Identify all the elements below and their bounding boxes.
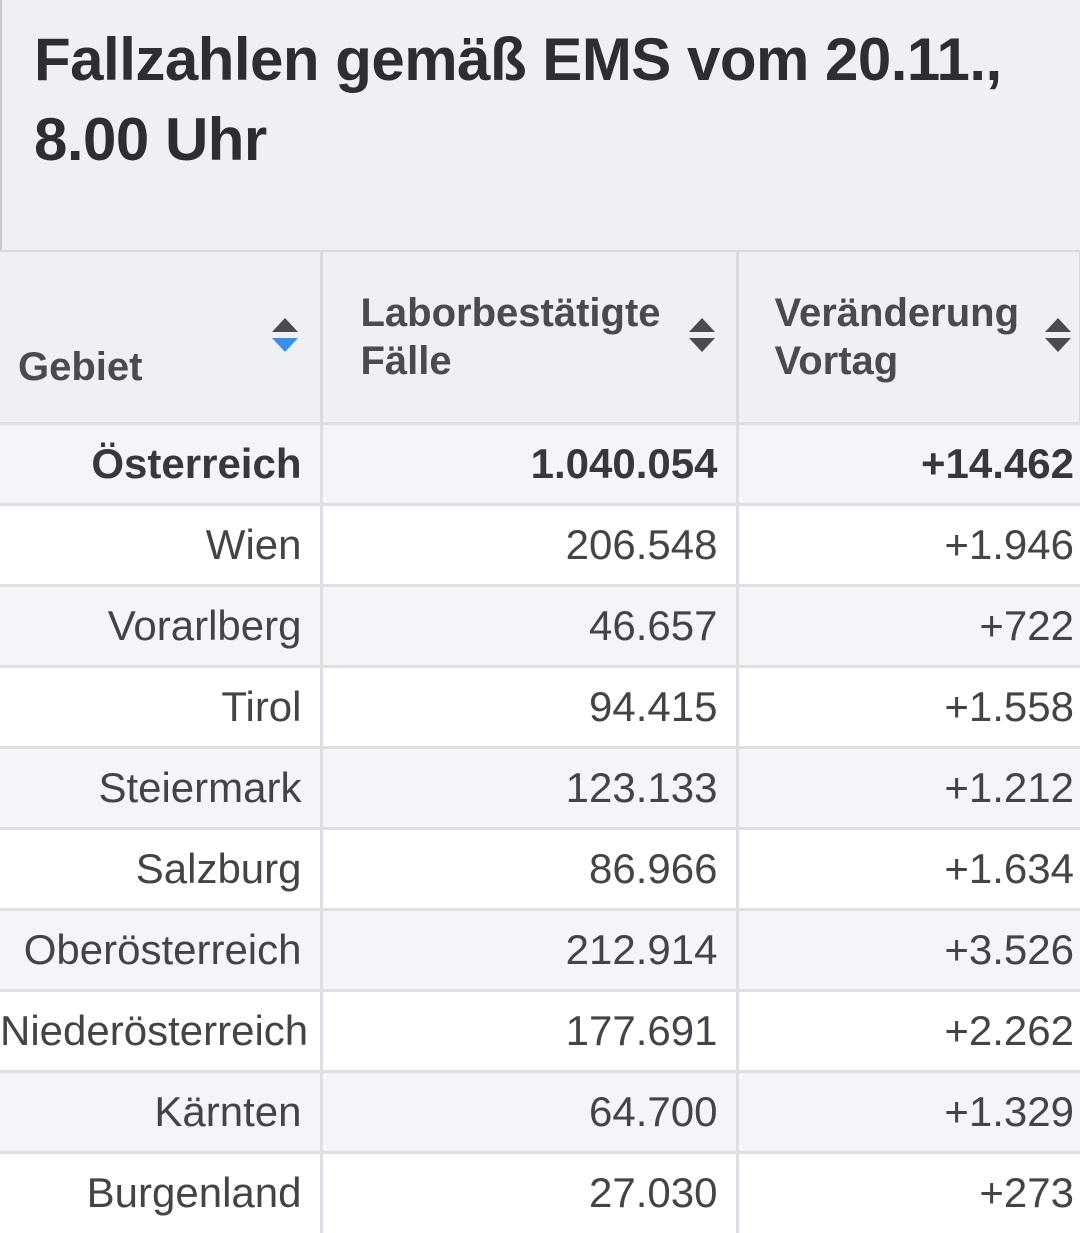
change-cell: +1.329	[737, 1069, 1080, 1152]
column-header-cases[interactable]: Laborbestätigte Fälle	[321, 250, 739, 423]
cases-cell: 46.657	[321, 583, 739, 666]
region-cell: Salzburg	[0, 826, 323, 909]
table-row: Oberösterreich 212.914 +3.526	[0, 907, 1080, 990]
table-row: Niederösterreich 177.691 +2.262	[0, 988, 1080, 1071]
region-cell: Österreich	[0, 421, 323, 504]
sort-icon[interactable]	[1043, 316, 1073, 356]
region-cell: Oberösterreich	[0, 907, 323, 990]
sort-icon[interactable]	[687, 316, 717, 356]
title-panel: Fallzahlen gemäß EMS vom 20.11., 8.00 Uh…	[0, 0, 1080, 250]
column-header-gebiet[interactable]: Gebiet	[0, 250, 323, 423]
column-header-label: Veränderung Vortag	[774, 290, 1020, 383]
cases-cell: 94.415	[321, 664, 739, 747]
column-header-label: Gebiet	[18, 344, 143, 389]
region-cell: Burgenland	[0, 1150, 323, 1233]
column-header-label: Laborbestätigte Fälle	[360, 290, 661, 383]
table-row: Salzburg 86.966 +1.634	[0, 826, 1080, 909]
region-cell: Kärnten	[0, 1069, 323, 1152]
table-row: Wien 206.548 +1.946	[0, 502, 1080, 585]
table-row-total: Österreich 1.040.054 +14.462	[0, 421, 1080, 504]
cases-cell: 177.691	[321, 988, 739, 1071]
change-cell: +1.634	[737, 826, 1080, 909]
cases-cell: 1.040.054	[321, 421, 739, 504]
table-row: Tirol 94.415 +1.558	[0, 664, 1080, 747]
region-cell: Steiermark	[0, 745, 323, 828]
cases-cell: 206.548	[321, 502, 739, 585]
cases-cell: 27.030	[321, 1150, 739, 1233]
change-cell: +2.262	[737, 988, 1080, 1071]
table-row: Vorarlberg 46.657 +722	[0, 583, 1080, 666]
table-row: Kärnten 64.700 +1.329	[0, 1069, 1080, 1152]
change-cell: +14.462	[737, 421, 1080, 504]
region-cell: Niederösterreich	[0, 988, 323, 1071]
change-cell: +1.212	[737, 745, 1080, 828]
table-row: Steiermark 123.133 +1.212	[0, 745, 1080, 828]
table-row: Burgenland 27.030 +273	[0, 1150, 1080, 1233]
change-cell: +1.946	[737, 502, 1080, 585]
change-cell: +1.558	[737, 664, 1080, 747]
sort-active-down-icon[interactable]	[270, 316, 300, 356]
region-cell: Tirol	[0, 664, 323, 747]
cases-cell: 64.700	[321, 1069, 739, 1152]
cases-cell: 123.133	[321, 745, 739, 828]
cases-cell: 212.914	[321, 907, 739, 990]
change-cell: +722	[737, 583, 1080, 666]
change-cell: +3.526	[737, 907, 1080, 990]
cases-cell: 86.966	[321, 826, 739, 909]
region-cell: Wien	[0, 502, 323, 585]
change-cell: +273	[737, 1150, 1080, 1233]
page-title: Fallzahlen gemäß EMS vom 20.11., 8.00 Uh…	[34, 26, 1002, 173]
column-header-change[interactable]: Veränderung Vortag	[737, 250, 1080, 423]
case-table: Gebiet Laborbestätigte Fälle Veränderung…	[0, 250, 1080, 1233]
region-cell: Vorarlberg	[0, 583, 323, 666]
table-header-row: Gebiet Laborbestätigte Fälle Veränderung…	[0, 250, 1080, 423]
